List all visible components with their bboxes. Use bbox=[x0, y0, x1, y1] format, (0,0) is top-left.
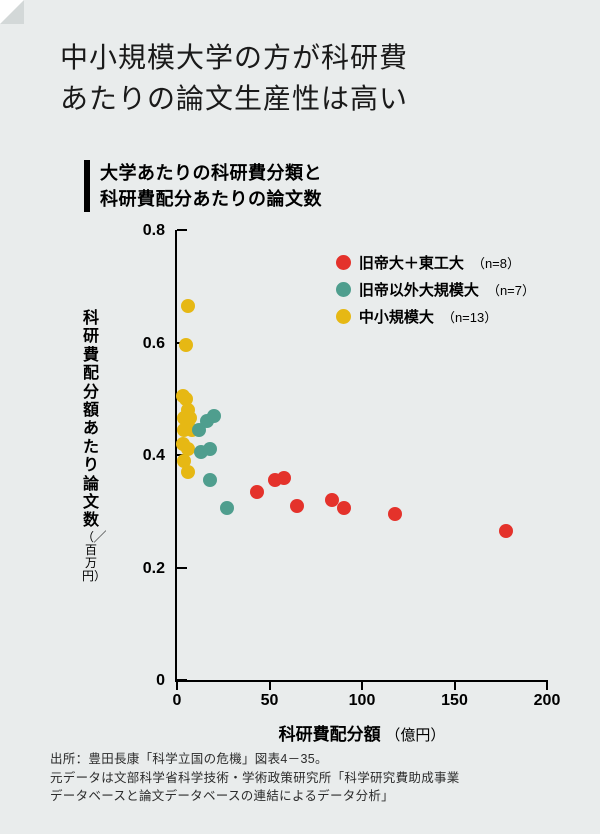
y-tick-label: 0.4 bbox=[143, 447, 165, 465]
legend-label: 中小規模大 bbox=[359, 306, 434, 327]
legend-label: 旧帝以外大規模大 bbox=[359, 279, 479, 300]
data-point bbox=[181, 465, 195, 479]
infographic-card: 中小規模大学の方が科研費あたりの論文生産性は高い 大学あたりの科研費分類と科研費… bbox=[0, 0, 600, 834]
data-point bbox=[499, 524, 513, 538]
data-point bbox=[388, 507, 402, 521]
x-axis-label-text: 科研費配分額 bbox=[279, 725, 381, 744]
x-tick-label: 150 bbox=[441, 692, 468, 710]
legend-item: 旧帝以外大規模大 （n=7） bbox=[336, 279, 535, 300]
x-tick-label: 50 bbox=[261, 692, 279, 710]
legend-label: 旧帝大＋東工大 bbox=[359, 252, 464, 273]
data-point bbox=[277, 471, 291, 485]
legend-dot-icon bbox=[336, 309, 351, 324]
data-point bbox=[179, 338, 193, 352]
y-tick-label: 0.8 bbox=[143, 222, 165, 240]
y-tick: 0 bbox=[177, 679, 187, 681]
subtitle-block: 大学あたりの科研費分類と科研費配分あたりの論文数 bbox=[84, 160, 560, 212]
x-axis-unit: （億円） bbox=[385, 727, 445, 744]
x-tick-label: 0 bbox=[173, 692, 182, 710]
x-tick-label: 100 bbox=[349, 692, 376, 710]
legend-item: 中小規模大 （n=13） bbox=[336, 306, 535, 327]
legend-count: （n=7） bbox=[487, 280, 535, 299]
legend-dot-icon bbox=[336, 282, 351, 297]
data-point bbox=[203, 442, 217, 456]
data-point bbox=[181, 299, 195, 313]
x-axis-label: 科研費配分額 （億円） bbox=[177, 720, 547, 745]
data-point bbox=[337, 501, 351, 515]
y-axis-label: 科研費配分額あたり論文数 （╱百万円） bbox=[82, 310, 100, 583]
x-tick bbox=[176, 680, 178, 690]
x-tick bbox=[454, 680, 456, 690]
y-tick: 0.8 bbox=[177, 229, 187, 231]
legend-count: （n=13） bbox=[442, 307, 497, 326]
legend-count: （n=8） bbox=[472, 253, 520, 272]
legend-dot-icon bbox=[336, 255, 351, 270]
plot-area: 旧帝大＋東工大（n=8）旧帝以外大規模大（n=7）中小規模大（n=13） 科研費… bbox=[175, 230, 547, 682]
y-tick: 0.2 bbox=[177, 567, 187, 569]
data-point bbox=[220, 501, 234, 515]
data-point bbox=[203, 473, 217, 487]
source-note: 出所：豊田長康「科学立国の危機」図表4－35。元データは文部科学省科学技術・学術… bbox=[50, 750, 560, 806]
x-tick bbox=[546, 680, 548, 690]
data-point bbox=[250, 485, 264, 499]
x-tick-label: 200 bbox=[534, 692, 561, 710]
legend-item: 旧帝大＋東工大 （n=8） bbox=[336, 252, 535, 273]
y-tick-label: 0.6 bbox=[143, 335, 165, 353]
y-tick-label: 0 bbox=[156, 672, 165, 690]
y-axis-unit: （╱百万円） bbox=[82, 531, 100, 584]
headline: 中小規模大学の方が科研費あたりの論文生産性は高い bbox=[60, 38, 560, 119]
scatter-chart: 科研費配分額あたり論文数 （╱百万円） 旧帝大＋東工大 （n=8） 旧帝以外大規模大… bbox=[60, 220, 560, 740]
x-tick bbox=[361, 680, 363, 690]
subtitle: 大学あたりの科研費分類と科研費配分あたりの論文数 bbox=[100, 160, 560, 212]
y-tick-label: 0.2 bbox=[143, 560, 165, 578]
data-point bbox=[207, 409, 221, 423]
data-point bbox=[290, 499, 304, 513]
x-tick bbox=[269, 680, 271, 690]
legend: 旧帝大＋東工大 （n=8） 旧帝以外大規模大 （n=7） 中小規模大 （n=13） bbox=[336, 252, 535, 333]
y-axis-label-text: 科研費配分額あたり論文数 bbox=[83, 310, 99, 529]
